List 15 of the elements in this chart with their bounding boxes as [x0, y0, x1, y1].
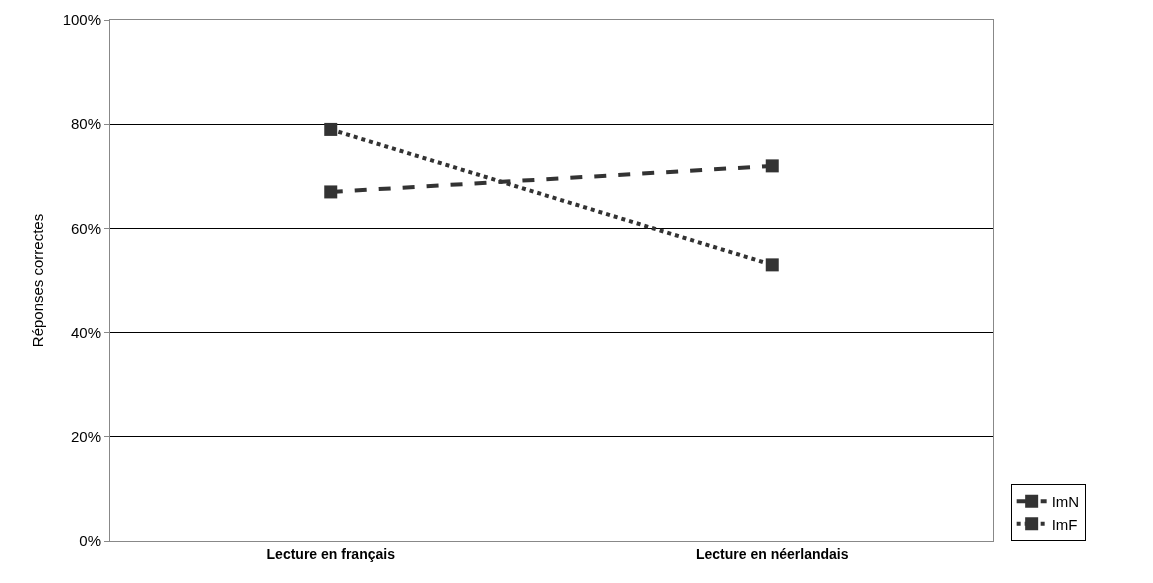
y-tick-label: 0% — [79, 532, 101, 550]
y-tick-label: 60% — [70, 219, 101, 237]
x-tick-label: Lecture en néerlandais — [695, 545, 849, 562]
x-tick-label: Lecture en français — [266, 545, 396, 562]
legend-label: ImF — [1051, 515, 1078, 533]
point — [765, 159, 779, 173]
point — [765, 258, 779, 272]
legend-label: ImN — [1051, 493, 1080, 511]
y-tick-label: 100% — [62, 11, 101, 29]
y-tick-label: 40% — [70, 323, 101, 341]
y-axis-title: Réponses correctes — [28, 213, 46, 348]
point — [324, 122, 338, 136]
y-tick-label: 20% — [70, 428, 101, 446]
point — [324, 185, 338, 199]
y-tick-label: 80% — [70, 115, 101, 133]
